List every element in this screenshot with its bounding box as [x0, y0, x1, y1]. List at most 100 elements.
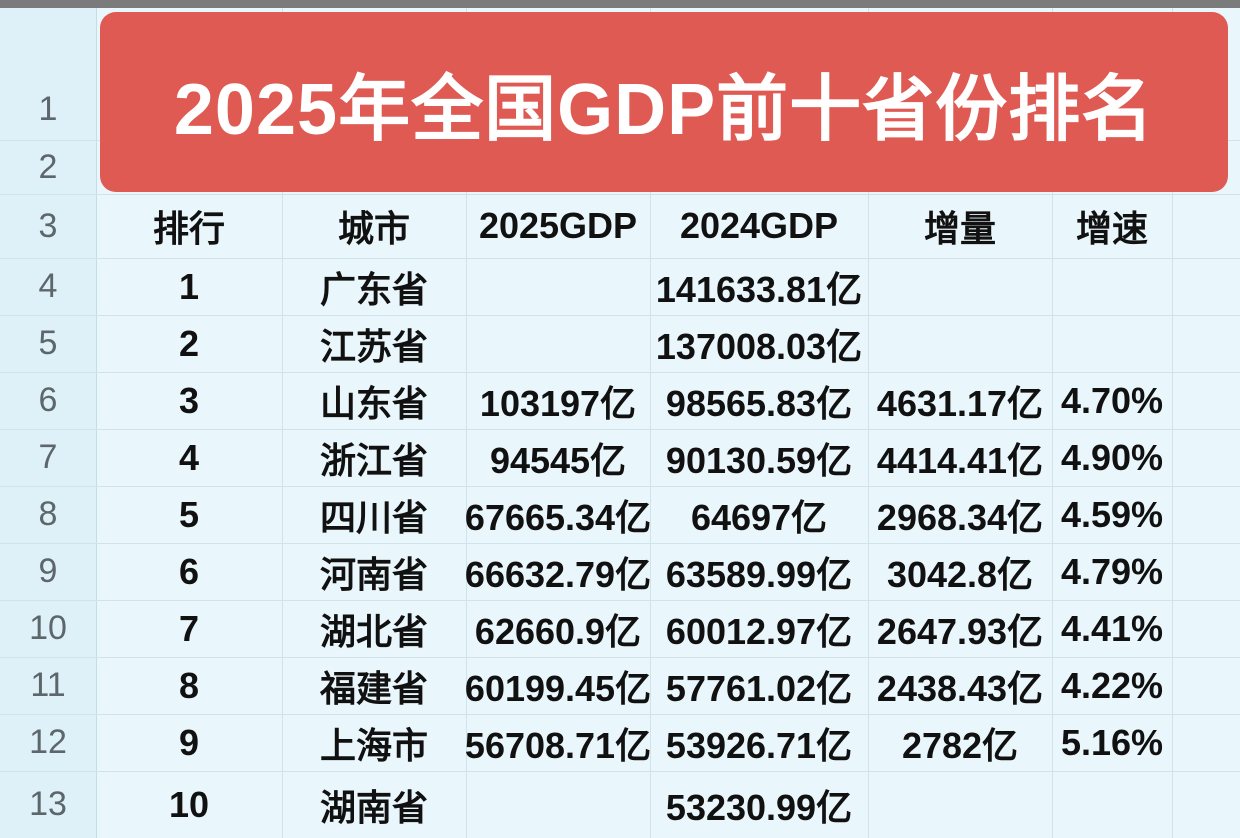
row-number[interactable]: 9 — [38, 552, 58, 590]
gdp-2024-cell[interactable]: 141633.81亿 — [655, 268, 863, 310]
city-cell[interactable]: 湖南省 — [319, 786, 428, 828]
row-gridline — [0, 600, 1240, 601]
rank-cell[interactable]: 10 — [168, 783, 210, 825]
row-gridline — [0, 714, 1240, 715]
column-gridline — [1172, 8, 1173, 838]
increase-cell[interactable]: 4631.17亿 — [876, 382, 1044, 424]
column-gridline — [868, 8, 869, 838]
gdp-2024-cell[interactable]: 53230.99亿 — [665, 786, 853, 828]
row-gridline — [0, 372, 1240, 373]
row-number[interactable]: 11 — [30, 666, 66, 704]
gdp-2025-cell[interactable] — [466, 315, 650, 372]
row-number[interactable]: 6 — [38, 381, 58, 419]
increase-cell[interactable]: 4414.41亿 — [876, 439, 1044, 481]
gdp-2025-cell[interactable]: 56708.71亿 — [464, 724, 652, 766]
row-gridline — [0, 315, 1240, 316]
title-banner: 2025年全国GDP前十省份排名 — [100, 12, 1228, 192]
increase-cell[interactable] — [868, 771, 1052, 838]
row-number[interactable]: 2 — [38, 147, 58, 186]
row-number[interactable]: 13 — [29, 785, 67, 823]
gdp-2025-cell[interactable]: 60199.45亿 — [464, 667, 652, 709]
row-number[interactable]: 3 — [38, 206, 58, 245]
growth-rate-cell[interactable]: 4.59% — [1060, 493, 1164, 535]
growth-rate-cell[interactable] — [1052, 258, 1172, 315]
rank-cell[interactable]: 5 — [178, 493, 200, 535]
row-gridline — [0, 258, 1240, 259]
increase-cell[interactable]: 2438.43亿 — [876, 667, 1044, 709]
header-increase-cell[interactable]: 增量 — [923, 208, 996, 249]
rank-cell[interactable]: 4 — [178, 436, 200, 478]
city-cell[interactable]: 四川省 — [319, 496, 428, 538]
rank-cell[interactable]: 1 — [178, 265, 200, 307]
growth-rate-cell[interactable]: 4.41% — [1060, 607, 1164, 649]
row-number[interactable]: 8 — [38, 495, 58, 533]
city-cell[interactable]: 浙江省 — [319, 439, 428, 481]
top-bar — [0, 0, 1240, 8]
growth-rate-cell[interactable]: 4.70% — [1060, 379, 1164, 421]
gdp-2025-cell[interactable]: 103197亿 — [479, 382, 637, 424]
header-gdp-2025-cell[interactable]: 2025GDP — [478, 205, 638, 246]
increase-cell[interactable] — [868, 258, 1052, 315]
gdp-2025-cell[interactable]: 62660.9亿 — [474, 610, 642, 652]
increase-cell[interactable]: 2782亿 — [901, 724, 1019, 766]
row-gridline — [0, 429, 1240, 430]
city-cell[interactable]: 湖北省 — [319, 610, 428, 652]
increase-cell[interactable]: 2968.34亿 — [876, 496, 1044, 538]
row-gridline — [0, 771, 1240, 772]
growth-rate-cell[interactable]: 4.90% — [1060, 436, 1164, 478]
column-gridline — [1052, 8, 1053, 838]
gdp-2024-cell[interactable]: 98565.83亿 — [665, 382, 853, 424]
growth-rate-cell[interactable]: 4.22% — [1060, 664, 1164, 706]
row-number[interactable]: 7 — [38, 438, 58, 476]
increase-cell[interactable]: 2647.93亿 — [876, 610, 1044, 652]
spreadsheet-grid: 1 2 3 4 5 6 7 8 9 10 11 12 13 2025年全国GDP前十省份排名 排行 城市 2… — [0, 8, 1240, 838]
header-growth-rate-cell[interactable]: 增速 — [1075, 208, 1148, 249]
growth-rate-cell[interactable]: 5.16% — [1060, 721, 1164, 763]
city-cell[interactable]: 上海市 — [319, 724, 428, 766]
growth-rate-cell[interactable]: 4.79% — [1060, 550, 1164, 592]
gdp-2024-cell[interactable]: 64697亿 — [690, 496, 828, 538]
rank-cell[interactable]: 7 — [178, 607, 200, 649]
city-cell[interactable]: 山东省 — [319, 382, 428, 424]
gdp-2024-cell[interactable]: 63589.99亿 — [665, 553, 853, 595]
gdp-2024-cell[interactable]: 53926.71亿 — [665, 724, 853, 766]
gdp-2025-cell[interactable]: 94545亿 — [489, 439, 627, 481]
row-number[interactable]: 1 — [38, 89, 58, 128]
gdp-2025-cell[interactable]: 67665.34亿 — [464, 496, 652, 538]
column-gridline — [466, 8, 467, 838]
growth-rate-cell[interactable] — [1052, 771, 1172, 838]
increase-cell[interactable] — [868, 315, 1052, 372]
city-cell[interactable]: 河南省 — [319, 553, 428, 595]
row-gridline — [0, 543, 1240, 544]
rank-cell[interactable]: 9 — [178, 721, 200, 763]
row-number[interactable]: 12 — [29, 723, 67, 761]
column-gridline — [650, 8, 651, 838]
growth-rate-cell[interactable] — [1052, 315, 1172, 372]
gdp-2024-cell[interactable]: 137008.03亿 — [655, 325, 863, 367]
increase-cell[interactable]: 3042.8亿 — [886, 553, 1034, 595]
rank-cell[interactable]: 3 — [178, 379, 200, 421]
row-gridline — [0, 194, 1240, 195]
header-city-cell[interactable]: 城市 — [337, 208, 410, 249]
gdp-2025-cell[interactable]: 66632.79亿 — [464, 553, 652, 595]
city-cell[interactable]: 广东省 — [319, 268, 428, 310]
row-number-column: 1 2 3 4 5 6 7 8 9 10 11 12 13 — [0, 8, 97, 838]
row-gridline — [0, 657, 1240, 658]
row-number[interactable]: 10 — [29, 609, 67, 647]
city-cell[interactable]: 福建省 — [319, 667, 428, 709]
gdp-2025-cell[interactable] — [466, 258, 650, 315]
gdp-2024-cell[interactable]: 57761.02亿 — [665, 667, 853, 709]
row-number[interactable]: 5 — [38, 324, 58, 362]
header-rank-cell[interactable]: 排行 — [152, 208, 225, 249]
city-cell[interactable]: 江苏省 — [319, 325, 428, 367]
row-number[interactable]: 4 — [38, 267, 58, 305]
gdp-2024-cell[interactable]: 90130.59亿 — [665, 439, 853, 481]
row-gridline — [0, 486, 1240, 487]
gdp-2024-cell[interactable]: 60012.97亿 — [665, 610, 853, 652]
rank-cell[interactable]: 2 — [178, 322, 200, 364]
rank-cell[interactable]: 8 — [178, 664, 200, 706]
gdp-2025-cell[interactable] — [466, 771, 650, 838]
rank-cell[interactable]: 6 — [178, 550, 200, 592]
header-gdp-2024-cell[interactable]: 2024GDP — [679, 205, 839, 246]
column-gridline — [282, 8, 283, 838]
